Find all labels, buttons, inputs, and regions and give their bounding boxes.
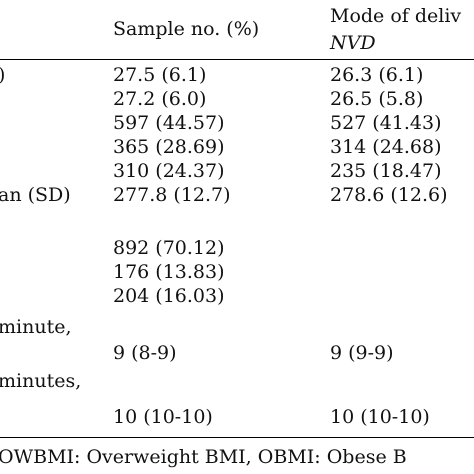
row-label: minute, [0, 316, 72, 338]
row-label: minutes, [0, 370, 82, 392]
cell-sample: 27.2 (6.0) [113, 88, 207, 110]
table-footnote: OWBMI: Overweight BMI, OBMI: Obese B [0, 446, 407, 468]
footer-rule [0, 437, 474, 438]
cell-nvd: 26.3 (6.1) [330, 64, 424, 86]
row-label: ) [0, 64, 5, 86]
cell-sample: 10 (10-10) [113, 406, 213, 428]
column-header-mode-of-delivery: Mode of deliv [330, 5, 462, 27]
row-label: an (SD) [0, 184, 71, 206]
cell-nvd: 10 (10-10) [330, 406, 430, 428]
cell-sample: 310 (24.37) [113, 160, 225, 182]
column-subheader-nvd: NVD [330, 32, 376, 54]
cell-nvd: 527 (41.43) [330, 112, 442, 134]
cell-sample: 9 (8-9) [113, 342, 177, 364]
column-header-sample: Sample no. (%) [113, 18, 260, 40]
cell-sample: 27.5 (6.1) [113, 64, 207, 86]
cell-nvd: 9 (9-9) [330, 342, 394, 364]
header-rule [0, 59, 474, 60]
cell-nvd: 278.6 (12.6) [330, 184, 448, 206]
cell-sample: 277.8 (12.7) [113, 184, 231, 206]
cell-nvd: 26.5 (5.8) [330, 88, 424, 110]
cell-nvd: 314 (24.68) [330, 136, 442, 158]
cell-sample: 365 (28.69) [113, 136, 225, 158]
cell-nvd: 235 (18.47) [330, 160, 442, 182]
cell-sample: 892 (70.12) [113, 237, 225, 259]
cell-sample: 176 (13.83) [113, 261, 225, 283]
cell-sample: 597 (44.57) [113, 112, 225, 134]
cell-sample: 204 (16.03) [113, 285, 225, 307]
